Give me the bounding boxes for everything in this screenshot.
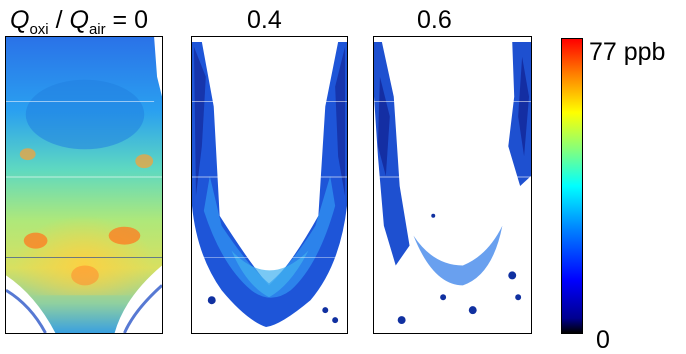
colorbar-max-label: 77 ppb — [589, 38, 666, 66]
panel-2-title: 0.4 — [247, 6, 282, 34]
concentration-map-panel-1 — [5, 36, 163, 334]
colorbar-min-label: 0 — [596, 326, 610, 354]
concentration-map-panel-3 — [373, 36, 532, 334]
colorbar — [561, 38, 583, 334]
panel-3-title: 0.6 — [417, 6, 452, 34]
panel-1-title: Qoxi / Qair = 0 — [10, 6, 149, 38]
concentration-map-panel-2 — [191, 36, 348, 334]
